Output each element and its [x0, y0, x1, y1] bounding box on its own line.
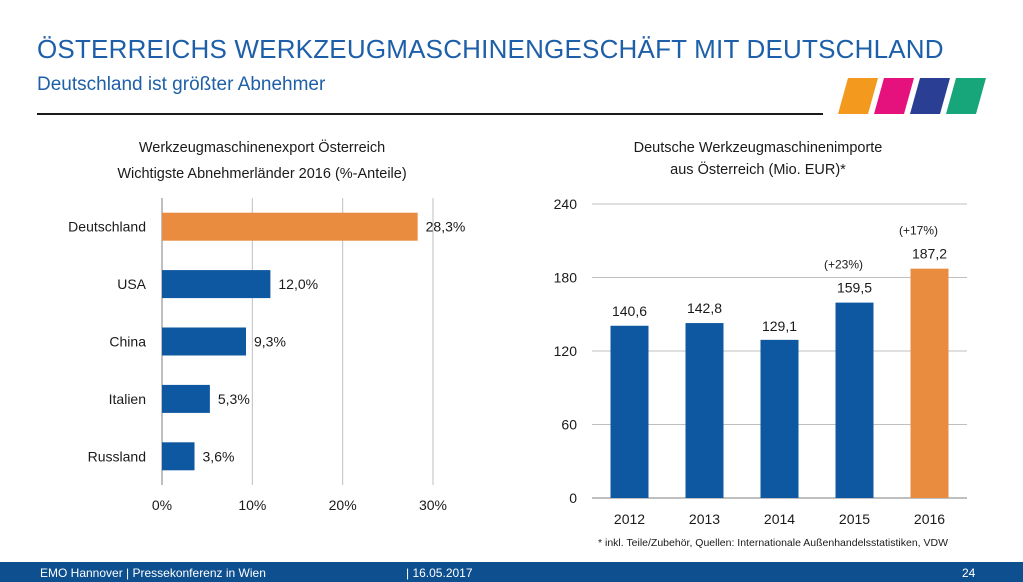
category-label: 2012	[614, 511, 645, 527]
footnote: * inkl. Teile/Zubehör, Quellen: Internat…	[598, 537, 949, 549]
category-label: Italien	[109, 391, 146, 407]
page-subtitle: Deutschland ist größter Abnehmer	[37, 74, 326, 95]
data-label: 142,8	[687, 300, 722, 316]
bar	[835, 302, 874, 498]
x-tick-label: 10%	[238, 497, 266, 513]
y-tick-label: 60	[561, 417, 577, 433]
category-label: 2013	[689, 511, 720, 527]
y-tick-label: 240	[554, 196, 578, 212]
chart-subtitle: aus Österreich (Mio. EUR)*	[670, 160, 846, 178]
data-label: 28,3%	[426, 219, 466, 235]
chart-subtitle: Wichtigste Abnehmerländer 2016 (%-Anteil…	[117, 166, 406, 182]
x-tick-label: 0%	[152, 497, 172, 513]
y-tick-label: 0	[569, 490, 577, 506]
x-tick-label: 20%	[329, 497, 357, 513]
bar	[760, 339, 799, 498]
data-label: 159,5	[837, 280, 872, 296]
category-label: 2016	[914, 511, 945, 527]
bar	[162, 212, 418, 241]
logo-stripe-4	[946, 78, 986, 114]
category-label: Russland	[88, 448, 146, 464]
brand-logo	[838, 78, 986, 114]
data-label: 5,3%	[218, 391, 250, 407]
data-label: 3,6%	[203, 448, 235, 464]
bar	[162, 442, 195, 471]
category-label: 2014	[764, 511, 795, 527]
footer-event: EMO Hannover | Pressekonferenz in Wien	[40, 566, 266, 580]
y-tick-label: 120	[554, 343, 578, 359]
growth-annotation: (+17%)	[899, 224, 938, 238]
logo-stripe-1	[838, 78, 878, 114]
data-label: 12,0%	[278, 276, 318, 292]
bar	[162, 384, 210, 413]
logo-stripe-3	[910, 78, 950, 114]
category-label: 2015	[839, 511, 870, 527]
chart-title: Deutsche Werkzeugmaschinenimporte	[634, 140, 883, 156]
data-label: 187,2	[912, 246, 947, 262]
bar	[685, 323, 724, 498]
category-label: USA	[117, 276, 146, 292]
category-label: Deutschland	[68, 219, 146, 235]
data-label: 129,1	[762, 318, 797, 334]
bar	[162, 270, 271, 299]
footer-bar: EMO Hannover | Pressekonferenz in Wien |…	[0, 562, 1023, 582]
bar	[162, 327, 247, 356]
bar	[910, 268, 949, 498]
title-divider	[37, 113, 823, 115]
data-label: 140,6	[612, 303, 647, 319]
data-label: 9,3%	[254, 334, 286, 350]
footer-page-number: 24	[962, 566, 976, 580]
category-label: China	[109, 334, 146, 350]
chart-title: Werkzeugmaschinenexport Österreich	[139, 138, 385, 156]
footer-date: | 16.05.2017	[406, 566, 473, 580]
y-tick-label: 180	[554, 270, 578, 286]
logo-stripe-2	[874, 78, 914, 114]
bar	[610, 325, 649, 498]
growth-annotation: (+23%)	[824, 258, 863, 272]
page-title: ÖSTERREICHS WERKZEUGMASCHINENGESCHÄFT MI…	[37, 34, 944, 64]
x-tick-label: 30%	[419, 497, 447, 513]
